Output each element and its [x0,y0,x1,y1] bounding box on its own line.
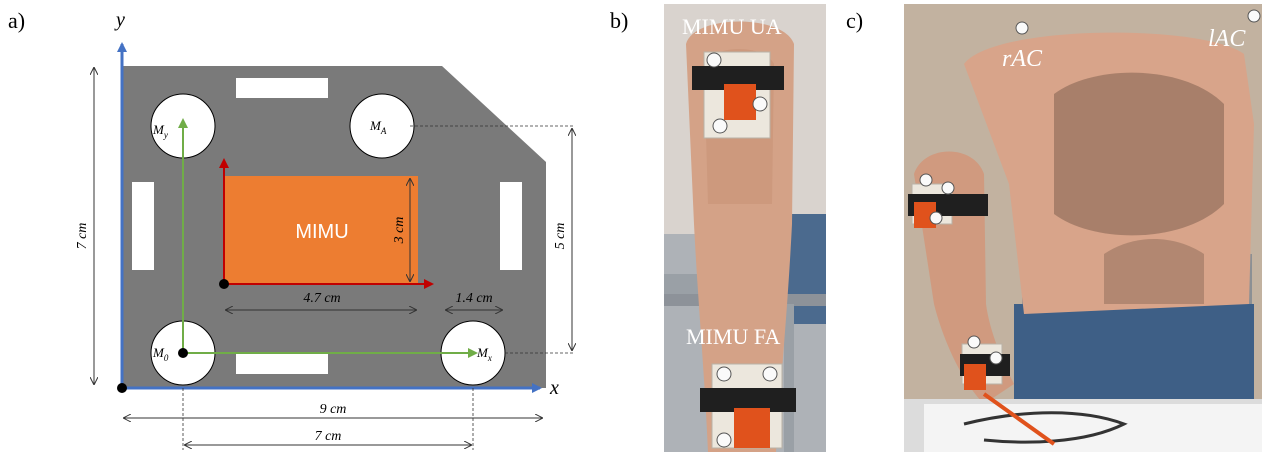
slot-left [132,182,154,270]
label-left-acromion: lAC [1208,26,1246,52]
marker-ma-label: MA [369,118,387,136]
photo-subject: rAC lAC [904,4,1262,452]
axis-y-label: y [114,9,125,31]
label-right-acromion: rAC [1002,46,1043,72]
marker-my-label: My [152,122,168,140]
label-mimu-fa: MIMU FA [686,324,781,349]
dim-offset-label: 1.4 cm [455,291,492,306]
marker-ma-circle [349,93,415,159]
panel-label-c: c) [846,8,864,33]
slot-top [236,78,328,98]
dim-height-7-label: 7 cm [75,223,90,250]
photo-forearm: MIMU UA MIMU FA [664,4,826,452]
panel-label-b: b) [610,8,629,33]
dim-mimu-width-label: 4.7 cm [303,291,340,306]
board-origin-dot [117,383,127,393]
dim-mimu-height-label: 3 cm [392,217,407,245]
dim-marker-span-5-label: 5 cm [553,223,568,250]
dim-marker-span-7-label: 7 cm [315,429,342,444]
mimu-block [224,176,418,284]
marker-m0-label: M0 [152,345,169,363]
axis-x-label: x [549,377,559,399]
slot-bottom [236,354,328,374]
mimu-label: MIMU [295,221,348,243]
slot-right [500,182,522,270]
mimu-board-diagram: MIMU x y My MA M0 Mx 7 cm 3 cm 5 cm 4.7 … [75,9,600,450]
label-mimu-ua: MIMU UA [682,14,782,39]
marker-mx-label: Mx [476,345,492,363]
panel-label-a: a) [8,8,26,33]
mimu-origin-dot [219,279,229,289]
dim-total-width-label: 9 cm [320,402,347,417]
marker-origin-dot [178,348,188,358]
